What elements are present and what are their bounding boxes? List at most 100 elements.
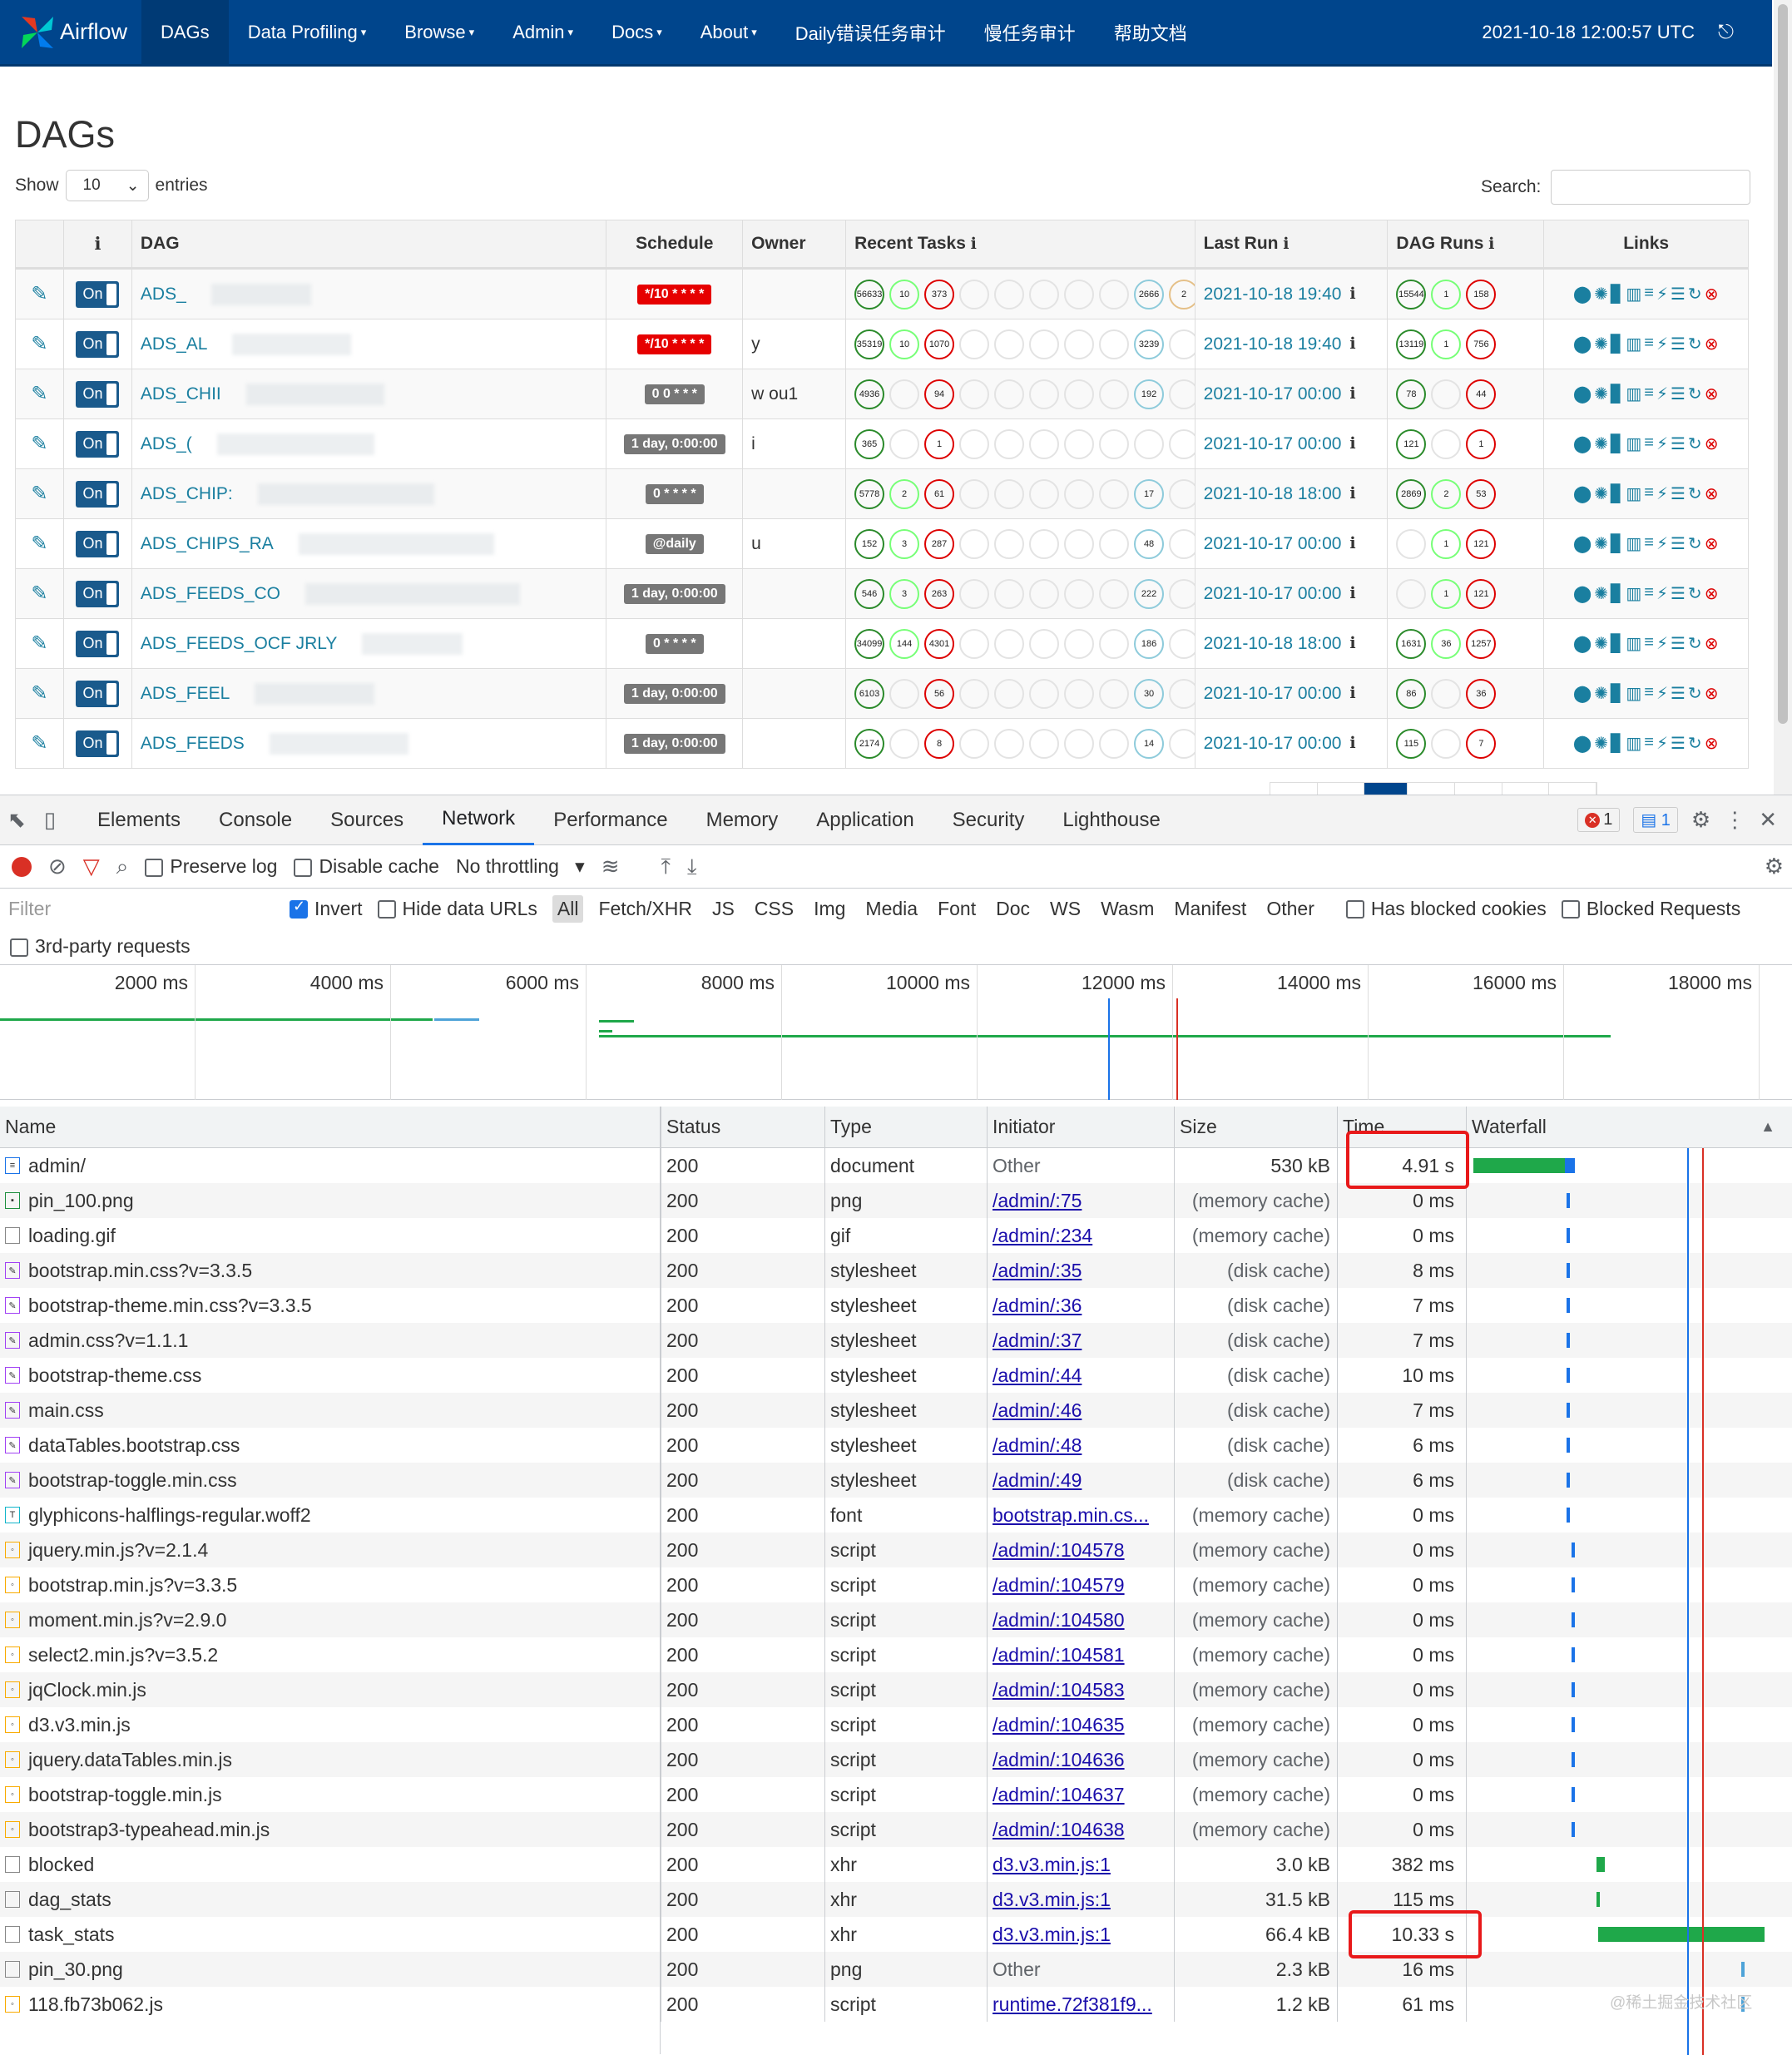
task-state-circle[interactable]: 35319: [854, 329, 885, 359]
network-request-row[interactable]: ◦ jquery.min.js?v=2.1.4 200 script/admin/:1…: [0, 1533, 1792, 1567]
task-state-circle[interactable]: [889, 379, 920, 409]
task-state-circle[interactable]: 48: [1134, 528, 1165, 559]
dag-toggle[interactable]: On: [76, 580, 120, 607]
dag-run-circle[interactable]: 44: [1466, 379, 1497, 409]
task-state-circle[interactable]: 14: [1134, 728, 1165, 759]
task-state-circle[interactable]: 34099: [854, 628, 885, 659]
nav-item-7[interactable]: 慢任务审计: [965, 0, 1095, 66]
task-state-circle[interactable]: 144: [889, 628, 920, 659]
gantt-icon[interactable]: ≡: [1644, 733, 1655, 751]
network-request-row[interactable]: ✎ bootstrap.min.css?v=3.3.5 200 stylesheet /…: [0, 1253, 1792, 1288]
pin-icon[interactable]: ⬤: [1572, 435, 1593, 453]
task-state-circle[interactable]: [1029, 578, 1060, 609]
remove-icon[interactable]: ⊗: [1704, 685, 1720, 703]
dag-run-circle[interactable]: 86: [1396, 678, 1427, 709]
task-state-circle[interactable]: 365: [854, 428, 885, 459]
network-settings-gear-icon[interactable]: ⚙: [1764, 854, 1784, 879]
dag-link[interactable]: ADS_(: [140, 433, 192, 453]
last-run-link[interactable]: 2021-10-17 00:00: [1203, 433, 1342, 453]
task-state-circle[interactable]: 186: [1134, 628, 1165, 659]
flash-icon[interactable]: ⚡: [1656, 535, 1669, 553]
flash-icon[interactable]: ⚡: [1656, 735, 1669, 753]
dag-run-circle[interactable]: 1: [1431, 578, 1462, 609]
col-initiator[interactable]: Initiator: [988, 1107, 1175, 1147]
network-request-row[interactable]: ✎ bootstrap-theme.css 200 stylesheet/admin/…: [0, 1358, 1792, 1393]
last-run-link[interactable]: 2021-10-18 19:40: [1203, 284, 1342, 304]
task-state-circle[interactable]: [1029, 528, 1060, 559]
col-status[interactable]: Status: [661, 1107, 825, 1147]
dag-run-circle[interactable]: 15544: [1396, 279, 1427, 309]
nav-item-6[interactable]: Daily错误任务审计: [776, 0, 965, 66]
chart-icon[interactable]: ▊: [1610, 435, 1625, 453]
page-next[interactable]: [1549, 783, 1597, 796]
network-overview[interactable]: 2000 ms 4000 ms 6000 ms 8000 ms 10000 ms 1200…: [0, 965, 1792, 1100]
nav-item-5[interactable]: About ▾: [681, 0, 776, 66]
task-state-circle[interactable]: 4936: [854, 379, 885, 409]
task-state-circle[interactable]: [1029, 678, 1060, 709]
gantt-icon[interactable]: ≡: [1644, 334, 1655, 352]
tree-icon[interactable]: ✺: [1594, 535, 1609, 553]
edit-icon[interactable]: ✎: [31, 532, 48, 555]
tree-icon[interactable]: ✺: [1594, 635, 1609, 653]
task-state-circle[interactable]: [994, 279, 1025, 309]
dag-run-circle[interactable]: [1431, 678, 1462, 709]
task-state-circle[interactable]: [889, 728, 920, 759]
type-filter-media[interactable]: Media: [865, 897, 918, 919]
refresh-icon[interactable]: ↻: [1687, 535, 1703, 553]
task-state-circle[interactable]: [959, 279, 990, 309]
task-state-circle[interactable]: [1099, 628, 1130, 659]
type-filter-fetchxhr[interactable]: Fetch/XHR: [598, 897, 692, 919]
pin-icon[interactable]: ⬤: [1572, 285, 1593, 304]
task-state-circle[interactable]: [1029, 628, 1060, 659]
flash-icon[interactable]: ⚡: [1656, 685, 1669, 703]
dag-run-circle[interactable]: 1631: [1396, 628, 1427, 659]
task-state-circle[interactable]: [1099, 728, 1130, 759]
task-state-circle[interactable]: [959, 578, 990, 609]
third-party-checkbox[interactable]: 3rd-party requests: [10, 935, 191, 958]
request-initiator[interactable]: /admin/:46: [993, 1399, 1082, 1421]
request-initiator[interactable]: /admin/:35: [993, 1259, 1082, 1281]
task-state-circle[interactable]: 8: [924, 728, 955, 759]
devtools-tab-memory[interactable]: Memory: [705, 808, 779, 831]
dag-link[interactable]: ADS_: [140, 284, 186, 304]
edit-icon[interactable]: ✎: [31, 582, 48, 605]
last-run-link[interactable]: 2021-10-17 00:00: [1203, 683, 1342, 703]
edit-icon[interactable]: ✎: [31, 682, 48, 705]
gantt-icon[interactable]: ≡: [1644, 683, 1655, 701]
request-initiator[interactable]: d3.v3.min.js:1: [993, 1853, 1111, 1875]
task-state-circle[interactable]: [1099, 678, 1130, 709]
refresh-icon[interactable]: ↻: [1687, 735, 1703, 753]
remove-icon[interactable]: ⊗: [1704, 735, 1720, 753]
dag-toggle[interactable]: On: [76, 630, 120, 657]
task-state-circle[interactable]: [889, 428, 920, 459]
task-state-circle[interactable]: 10: [889, 279, 920, 309]
list-icon[interactable]: ☰: [1670, 535, 1686, 553]
tree-icon[interactable]: ✺: [1594, 335, 1609, 354]
task-state-circle[interactable]: [994, 628, 1025, 659]
task-state-circle[interactable]: [1064, 329, 1095, 359]
type-filter-other[interactable]: Other: [1266, 897, 1314, 919]
task-state-circle[interactable]: [1099, 379, 1130, 409]
edit-icon[interactable]: ✎: [31, 433, 48, 455]
edit-icon[interactable]: ✎: [31, 283, 48, 305]
type-filter-doc[interactable]: Doc: [996, 897, 1031, 919]
dag-toggle[interactable]: On: [76, 380, 120, 408]
remove-icon[interactable]: ⊗: [1704, 585, 1720, 603]
request-initiator[interactable]: /admin/:37: [993, 1329, 1082, 1351]
task-state-circle[interactable]: [1029, 478, 1060, 509]
col-waterfall[interactable]: Waterfall ▲: [1467, 1107, 1792, 1147]
task-state-circle[interactable]: 1070: [924, 329, 955, 359]
list-icon[interactable]: ☰: [1670, 435, 1686, 453]
network-request-row[interactable]: ◦ bootstrap.min.js?v=3.3.5 200 script/admin…: [0, 1567, 1792, 1602]
dag-run-circle[interactable]: [1431, 428, 1462, 459]
request-initiator[interactable]: /admin/:104581: [993, 1643, 1125, 1666]
network-request-row[interactable]: ≡ admin/200 document Other 530 kB 4.91 s: [0, 1148, 1792, 1183]
task-state-circle[interactable]: [1064, 628, 1095, 659]
task-state-circle[interactable]: [1029, 428, 1060, 459]
flash-icon[interactable]: ⚡: [1656, 285, 1669, 304]
task-state-circle[interactable]: [1169, 678, 1195, 709]
nav-item-0[interactable]: DAGs: [141, 0, 229, 66]
chart-icon[interactable]: ▊: [1610, 385, 1625, 404]
dag-run-circle[interactable]: [1396, 578, 1427, 609]
settings-gear-icon[interactable]: ⚙: [1691, 807, 1711, 832]
